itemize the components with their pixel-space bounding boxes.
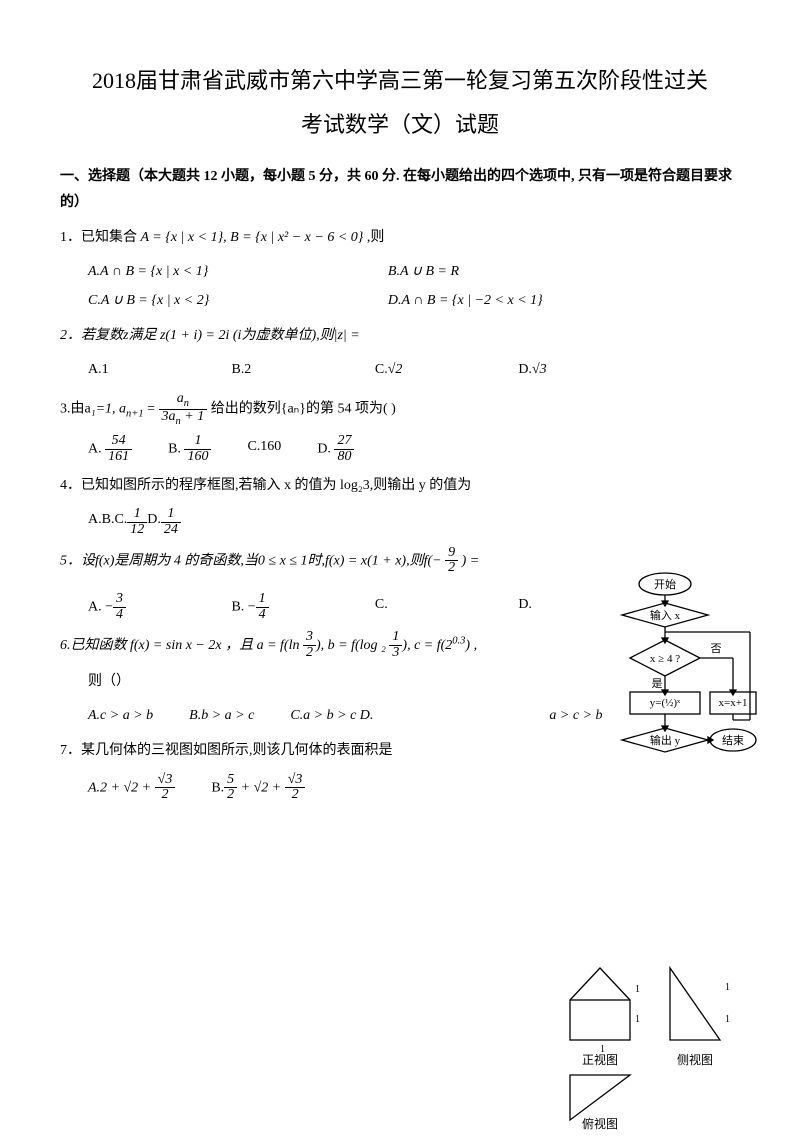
q7-opt-b: B.52 + √2 + √32 <box>211 773 305 803</box>
q5-opt-c: C. <box>375 592 518 622</box>
flowchart-svg: 开始 输入 x x ≥ 4 ? 是 否 y=(½)ˣ x=x+1 输出 y 结束 <box>590 570 760 840</box>
q1-stem-post: ,则 <box>367 230 385 245</box>
q6-opt-b: B.b > a > c <box>189 703 254 730</box>
q3-stem-pre: 3.由a <box>60 401 91 416</box>
q1-opt-c: C.A ∪ B = {x | x < 2} <box>88 288 388 315</box>
q1-opt-a: A.A ∩ B = {x | x < 1} <box>88 259 388 286</box>
q4-opt-d-frac: 124 <box>161 507 181 537</box>
svg-text:开始: 开始 <box>654 577 676 591</box>
q3-opt-a: A. 54161 <box>88 434 132 464</box>
q1-stem-math: A = {x | x < 1}, B = {x | x² − x − 6 < 0… <box>141 230 364 245</box>
q7-opt-a: A.2 + √2 + √32 <box>88 773 175 803</box>
q1-options-2: C.A ∪ B = {x | x < 2} D.A ∩ B = {x | −2 … <box>88 288 740 315</box>
question-2: 2．若复数z满足 z(1 + i) = 2i (i为虚数单位),则|z| = <box>60 323 740 350</box>
q6-stem: 6.已知函数 f(x) = sin x − 2x ，且 a = f(ln 32)… <box>60 638 477 653</box>
question-1: 1．已知集合 A = {x | x < 1}, B = {x | x² − x … <box>60 225 740 252</box>
q6-opt-a: A.c > a > b <box>88 703 153 730</box>
q6-opt-c: C.a > b > c D. <box>290 703 373 730</box>
page-subtitle: 考试数学（文）试题 <box>60 104 740 146</box>
section-heading: 一、选择题（本大题共 12 小题，每小题 5 分，共 60 分. 在每小题给出的… <box>60 164 740 217</box>
svg-text:1: 1 <box>725 1014 730 1025</box>
q3-options: A. 54161 B. 1160 C.160 D. 2780 <box>88 434 740 464</box>
q5-stem-pre: 5．设f(x)是周期为 4 的奇函数,当0 ≤ x ≤ 1时,f(x) = x(… <box>60 553 442 568</box>
svg-text:1: 1 <box>725 982 730 993</box>
svg-text:x ≥ 4 ?: x ≥ 4 ? <box>650 653 680 665</box>
q4-opts-mid: D. <box>147 507 161 537</box>
q4-opts-pre: A.B.C. <box>88 507 127 537</box>
three-views-figure: 1 1 1 1 1 正视图 侧视图 俯视图 <box>560 960 760 1138</box>
q2-opt-c: C.√2 <box>375 357 518 384</box>
q1-opt-b: B.A ∪ B = R <box>388 259 688 286</box>
svg-text:输出 y: 输出 y <box>650 733 681 747</box>
svg-text:俯视图: 俯视图 <box>582 1116 618 1130</box>
question-3: 3.由a₁=1, an+1 = an3an + 1 给出的数列{aₙ}的第 54… <box>60 392 740 427</box>
flowchart-figure: 开始 输入 x x ≥ 4 ? 是 否 y=(½)ˣ x=x+1 输出 y 结束 <box>590 570 760 843</box>
q5-stem-post: ) = <box>462 553 480 568</box>
q3-stem-post: 给出的数列{aₙ}的第 54 项为( ) <box>211 401 396 416</box>
q3-opt-b: B. 1160 <box>168 434 211 464</box>
q1-options: A.A ∩ B = {x | x < 1} B.A ∪ B = R <box>88 259 740 286</box>
q2-options: A.1 B.2 C.√2 D.√3 <box>88 357 740 384</box>
svg-text:y=(½)ˣ: y=(½)ˣ <box>650 697 681 709</box>
q1-stem-pre: 1．已知集合 <box>60 230 137 245</box>
q2-stem: 2．若复数z满足 z(1 + i) = 2i (i为虚数单位),则|z| = <box>60 328 360 343</box>
svg-text:结束: 结束 <box>722 734 744 747</box>
svg-text:正视图: 正视图 <box>582 1052 618 1067</box>
question-4: 4．已知如图所示的程序框图,若输入 x 的值为 log₂3,则输出 y 的值为 <box>60 473 740 500</box>
q2-opt-b: B.2 <box>231 357 374 384</box>
svg-text:侧视图: 侧视图 <box>677 1052 713 1067</box>
svg-text:否: 否 <box>711 643 722 655</box>
q3-opt-c: C.160 <box>247 434 281 464</box>
q5-opt-b: B. −14 <box>231 592 374 622</box>
svg-text:x=x+1: x=x+1 <box>719 697 748 709</box>
svg-text:1: 1 <box>635 984 640 995</box>
q2-opt-a: A.1 <box>88 357 231 384</box>
svg-text:是: 是 <box>652 677 663 690</box>
q2-opt-d: D.√3 <box>518 357 661 384</box>
three-views-svg: 1 1 1 1 1 正视图 侧视图 俯视图 <box>560 960 760 1130</box>
q1-opt-d: D.A ∩ B = {x | −2 < x < 1} <box>388 288 688 315</box>
q3-opt-d: D. 2780 <box>317 434 354 464</box>
q4-options: A.B.C. 112 D. 124 <box>88 507 740 537</box>
svg-text:1: 1 <box>635 1014 640 1025</box>
page-title: 2018届甘肃省武威市第六中学高三第一轮复习第五次阶段性过关 <box>60 60 740 102</box>
svg-text:输入 x: 输入 x <box>650 608 681 622</box>
q4-opt-c-frac: 112 <box>127 507 147 537</box>
q5-opt-a: A. −34 <box>88 592 231 622</box>
